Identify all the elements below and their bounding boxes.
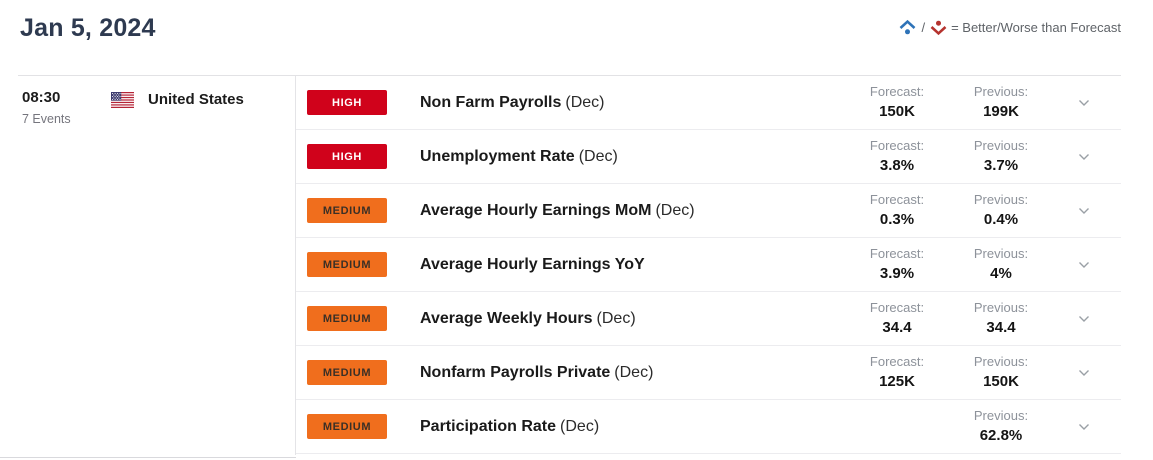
importance-badge: HIGH xyxy=(307,144,387,169)
forecast-label: Forecast: xyxy=(869,299,925,315)
importance-badge: MEDIUM xyxy=(307,252,387,277)
expand-chevron-icon[interactable] xyxy=(1047,207,1121,215)
better-than-forecast-icon xyxy=(898,19,917,36)
forecast-cell: Forecast: 150K xyxy=(847,83,947,120)
event-period: (Dec) xyxy=(614,363,654,381)
worse-than-forecast-icon xyxy=(929,19,948,36)
forecast-legend: / = Better/Worse than Forecast xyxy=(898,13,1121,36)
forecast-value: 125K xyxy=(879,372,915,390)
expand-chevron-icon[interactable] xyxy=(1047,99,1121,107)
forecast-value: 34.4 xyxy=(882,318,912,336)
event-row[interactable]: MEDIUM Participation Rate (Dec) Previous:… xyxy=(296,400,1121,454)
forecast-value: 3.9% xyxy=(879,264,915,282)
previous-label: Previous: xyxy=(973,407,1029,423)
previous-label: Previous: xyxy=(973,353,1029,369)
event-title: Average Weekly Hours (Dec) xyxy=(420,310,847,328)
event-title: Participation Rate (Dec) xyxy=(420,418,847,436)
time-block: 08:30 7 Events xyxy=(18,89,111,126)
previous-label: Previous: xyxy=(973,245,1029,261)
previous-value: 199K xyxy=(983,102,1019,120)
previous-label: Previous: xyxy=(973,191,1029,207)
legend-separator: / xyxy=(921,20,926,35)
page-title: Jan 5, 2024 xyxy=(20,14,156,42)
event-rows: HIGH Non Farm Payrolls (Dec) Forecast: 15… xyxy=(295,76,1121,455)
forecast-cell: Forecast: 125K xyxy=(847,353,947,390)
event-title: Unemployment Rate (Dec) xyxy=(420,148,847,166)
importance-badge: MEDIUM xyxy=(307,306,387,331)
forecast-value: 150K xyxy=(879,102,915,120)
previous-label: Previous: xyxy=(973,137,1029,153)
group-left-column: 08:30 7 Events xyxy=(18,76,295,455)
importance-badge: MEDIUM xyxy=(307,198,387,223)
event-row[interactable]: MEDIUM Average Weekly Hours (Dec) Forecas… xyxy=(296,292,1121,346)
forecast-label: Forecast: xyxy=(869,191,925,207)
previous-value: 3.7% xyxy=(983,156,1019,174)
country-name: United States xyxy=(148,91,244,108)
forecast-cell: Forecast: 3.8% xyxy=(847,137,947,174)
previous-value: 62.8% xyxy=(979,426,1023,444)
forecast-cell xyxy=(847,425,947,428)
country-block: United States xyxy=(111,89,244,108)
previous-cell: Previous: 199K xyxy=(955,83,1047,120)
event-title: Average Hourly Earnings YoY xyxy=(420,256,847,274)
event-name: Average Hourly Earnings YoY xyxy=(420,255,645,273)
event-period: (Dec) xyxy=(655,201,695,219)
forecast-cell: Forecast: 3.9% xyxy=(847,245,947,282)
event-name: Participation Rate xyxy=(420,417,557,435)
expand-chevron-icon[interactable] xyxy=(1047,315,1121,323)
importance-badge: MEDIUM xyxy=(307,360,387,385)
previous-cell: Previous: 62.8% xyxy=(955,407,1047,444)
previous-value: 34.4 xyxy=(986,318,1016,336)
expand-chevron-icon[interactable] xyxy=(1047,153,1121,161)
previous-cell: Previous: 3.7% xyxy=(955,137,1047,174)
legend-text: = Better/Worse than Forecast xyxy=(951,20,1121,35)
previous-value: 150K xyxy=(983,372,1019,390)
event-period: (Dec) xyxy=(560,417,600,435)
us-flag-icon xyxy=(111,91,134,108)
expand-chevron-icon[interactable] xyxy=(1047,423,1121,431)
event-title: Average Hourly Earnings MoM (Dec) xyxy=(420,202,847,220)
expand-chevron-icon[interactable] xyxy=(1047,369,1121,377)
event-row[interactable]: HIGH Unemployment Rate (Dec) Forecast: 3.… xyxy=(296,130,1121,184)
event-name: Average Hourly Earnings MoM xyxy=(420,201,652,219)
previous-label: Previous: xyxy=(973,83,1029,99)
event-period: (Dec) xyxy=(596,309,636,327)
forecast-label: Forecast: xyxy=(869,137,925,153)
importance-badge: MEDIUM xyxy=(307,414,387,439)
event-group: 08:30 7 Events xyxy=(18,75,1121,455)
expand-chevron-icon[interactable] xyxy=(1047,261,1121,269)
header: Jan 5, 2024 / = Better/Worse than Foreca… xyxy=(0,0,1153,75)
previous-cell: Previous: 34.4 xyxy=(955,299,1047,336)
event-name: Non Farm Payrolls xyxy=(420,93,562,111)
previous-value: 0.4% xyxy=(983,210,1019,228)
previous-value: 4% xyxy=(990,264,1012,282)
importance-badge: HIGH xyxy=(307,90,387,115)
event-title: Nonfarm Payrolls Private (Dec) xyxy=(420,364,847,382)
group-events-count: 7 Events xyxy=(22,112,71,126)
event-period: (Dec) xyxy=(578,147,618,165)
event-row[interactable]: MEDIUM Average Hourly Earnings YoY Forec… xyxy=(296,238,1121,292)
previous-cell: Previous: 0.4% xyxy=(955,191,1047,228)
event-name: Nonfarm Payrolls Private xyxy=(420,363,611,381)
forecast-label: Forecast: xyxy=(869,353,925,369)
forecast-value: 3.8% xyxy=(879,156,915,174)
forecast-label: Forecast: xyxy=(869,83,925,99)
previous-cell: Previous: 150K xyxy=(955,353,1047,390)
next-group-divider xyxy=(0,457,296,458)
event-title: Non Farm Payrolls (Dec) xyxy=(420,94,847,112)
forecast-label: Forecast: xyxy=(869,245,925,261)
event-row[interactable]: HIGH Non Farm Payrolls (Dec) Forecast: 15… xyxy=(296,76,1121,130)
forecast-value: 0.3% xyxy=(879,210,915,228)
group-time: 08:30 xyxy=(22,89,61,106)
event-row[interactable]: MEDIUM Average Hourly Earnings MoM (Dec) … xyxy=(296,184,1121,238)
previous-label: Previous: xyxy=(973,299,1029,315)
forecast-cell: Forecast: 0.3% xyxy=(847,191,947,228)
forecast-cell: Forecast: 34.4 xyxy=(847,299,947,336)
event-period: (Dec) xyxy=(565,93,605,111)
event-row[interactable]: MEDIUM Nonfarm Payrolls Private (Dec) For… xyxy=(296,346,1121,400)
event-name: Average Weekly Hours xyxy=(420,309,593,327)
event-name: Unemployment Rate xyxy=(420,147,575,165)
previous-cell: Previous: 4% xyxy=(955,245,1047,282)
